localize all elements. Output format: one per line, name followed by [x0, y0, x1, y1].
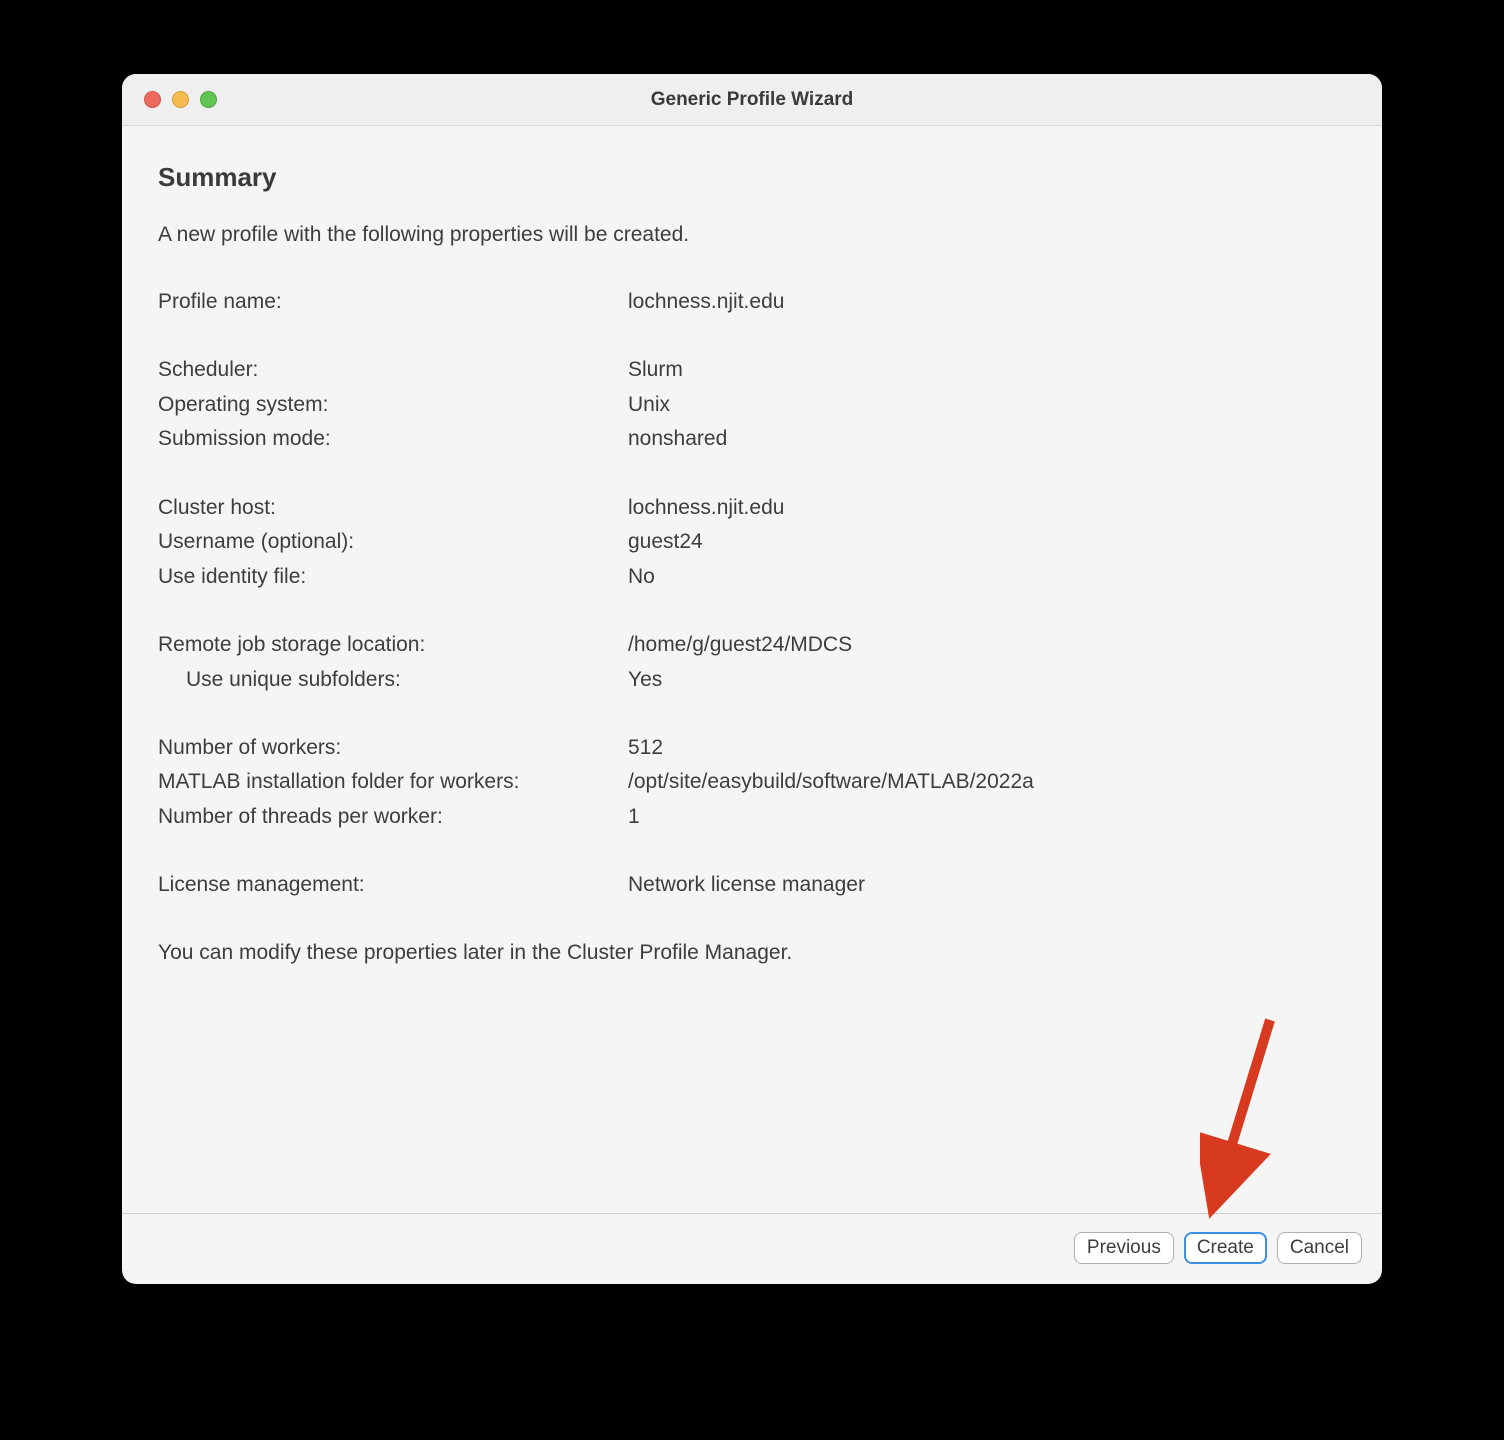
prop-label: Submission mode:: [158, 422, 628, 456]
create-button[interactable]: Create: [1184, 1232, 1267, 1264]
prop-os: Operating system: Unix: [158, 388, 1346, 422]
prop-label: Number of workers:: [158, 731, 628, 765]
prop-value: /opt/site/easybuild/software/MATLAB/2022…: [628, 765, 1346, 799]
prop-unique-subfolders: Use unique subfolders: Yes: [158, 663, 1346, 697]
page-heading: Summary: [158, 162, 1346, 193]
prop-value: Yes: [628, 663, 1346, 697]
cancel-button[interactable]: Cancel: [1277, 1232, 1362, 1264]
titlebar: Generic Profile Wizard: [122, 74, 1382, 126]
prop-label: Operating system:: [158, 388, 628, 422]
properties-list: Profile name: lochness.njit.edu Schedule…: [158, 285, 1346, 903]
close-icon[interactable]: [144, 91, 161, 108]
prop-value: 1: [628, 800, 1346, 834]
prop-value: /home/g/guest24/MDCS: [628, 628, 1346, 662]
maximize-icon[interactable]: [200, 91, 217, 108]
previous-button[interactable]: Previous: [1074, 1232, 1174, 1264]
window-title: Generic Profile Wizard: [122, 89, 1382, 111]
prop-label: License management:: [158, 868, 628, 902]
traffic-lights: [144, 91, 217, 108]
prop-label: Profile name:: [158, 285, 628, 319]
content-area: Summary A new profile with the following…: [122, 126, 1382, 1213]
prop-label: Cluster host:: [158, 491, 628, 525]
prop-label: Use unique subfolders:: [158, 663, 628, 697]
prop-value: 512: [628, 731, 1346, 765]
prop-threads-per-worker: Number of threads per worker: 1: [158, 800, 1346, 834]
prop-value: nonshared: [628, 422, 1346, 456]
prop-license: License management: Network license mana…: [158, 868, 1346, 902]
minimize-icon[interactable]: [172, 91, 189, 108]
prop-scheduler: Scheduler: Slurm: [158, 353, 1346, 387]
prop-label: Use identity file:: [158, 560, 628, 594]
prop-identity-file: Use identity file: No: [158, 560, 1346, 594]
prop-value: guest24: [628, 525, 1346, 559]
prop-matlab-folder: MATLAB installation folder for workers: …: [158, 765, 1346, 799]
prop-cluster-host: Cluster host: lochness.njit.edu: [158, 491, 1346, 525]
button-bar: Previous Create Cancel: [122, 1213, 1382, 1284]
prop-value: lochness.njit.edu: [628, 285, 1346, 319]
intro-text: A new profile with the following propert…: [158, 223, 1346, 247]
prop-label: MATLAB installation folder for workers:: [158, 765, 628, 799]
footer-text: You can modify these properties later in…: [158, 941, 1346, 965]
prop-label: Scheduler:: [158, 353, 628, 387]
prop-value: Unix: [628, 388, 1346, 422]
prop-value: Slurm: [628, 353, 1346, 387]
prop-value: Network license manager: [628, 868, 1346, 902]
prop-num-workers: Number of workers: 512: [158, 731, 1346, 765]
prop-profile-name: Profile name: lochness.njit.edu: [158, 285, 1346, 319]
prop-label: Remote job storage location:: [158, 628, 628, 662]
prop-username: Username (optional): guest24: [158, 525, 1346, 559]
prop-submission-mode: Submission mode: nonshared: [158, 422, 1346, 456]
prop-value: lochness.njit.edu: [628, 491, 1346, 525]
prop-label: Number of threads per worker:: [158, 800, 628, 834]
prop-remote-storage: Remote job storage location: /home/g/gue…: [158, 628, 1346, 662]
wizard-window: Generic Profile Wizard Summary A new pro…: [122, 74, 1382, 1284]
prop-value: No: [628, 560, 1346, 594]
prop-label: Username (optional):: [158, 525, 628, 559]
